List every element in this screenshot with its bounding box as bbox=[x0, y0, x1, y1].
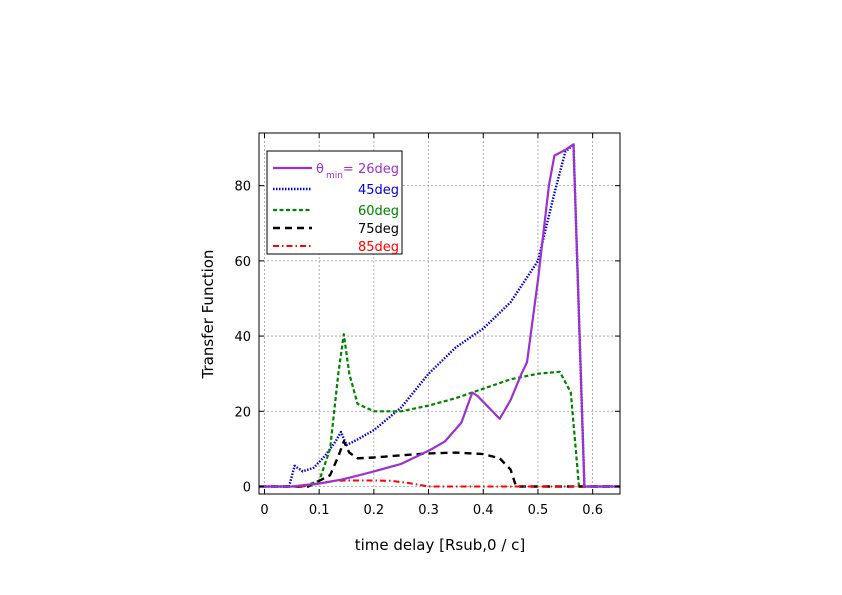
series-lines bbox=[259, 143, 620, 488]
legend: θ min = 26deg 45deg 60deg 75deg 85deg bbox=[266, 150, 403, 255]
y-tick-label: 60 bbox=[234, 255, 251, 270]
ticks: 0 0.1 0.2 0.3 0.4 0.5 0.6 0 20 40 60 80 bbox=[234, 133, 620, 518]
y-tick-label: 40 bbox=[234, 330, 251, 345]
series-line-60deg bbox=[259, 333, 620, 488]
x-tick-label: 0.5 bbox=[528, 503, 549, 518]
series-line-45deg bbox=[259, 143, 620, 488]
x-tick-label: 0.3 bbox=[418, 503, 439, 518]
legend-label: = 26deg bbox=[343, 162, 399, 177]
x-axis-label: time delay [Rsub,0 / c] bbox=[355, 536, 526, 554]
x-tick-label: 0.2 bbox=[364, 503, 385, 518]
legend-label: 75deg bbox=[358, 222, 399, 237]
y-tick-label: 20 bbox=[234, 405, 251, 420]
series-line-26deg bbox=[259, 143, 620, 488]
x-tick-label: 0 bbox=[260, 503, 268, 518]
legend-label: 60deg bbox=[358, 204, 399, 219]
y-axis-label: Transfer Function bbox=[199, 250, 217, 380]
legend-theta-symbol: θ bbox=[316, 162, 324, 177]
x-tick-label: 0.4 bbox=[473, 503, 494, 518]
x-tick-label: 0.1 bbox=[309, 503, 330, 518]
legend-theta-subscript: min bbox=[326, 171, 343, 181]
y-tick-label: 0 bbox=[243, 480, 251, 495]
legend-label: 45deg bbox=[358, 183, 399, 198]
y-tick-label: 80 bbox=[234, 180, 251, 195]
x-tick-label: 0.6 bbox=[582, 503, 603, 518]
plot-frame bbox=[258, 132, 621, 495]
series-line-75deg bbox=[259, 440, 620, 488]
legend-label: 85deg bbox=[358, 240, 399, 255]
